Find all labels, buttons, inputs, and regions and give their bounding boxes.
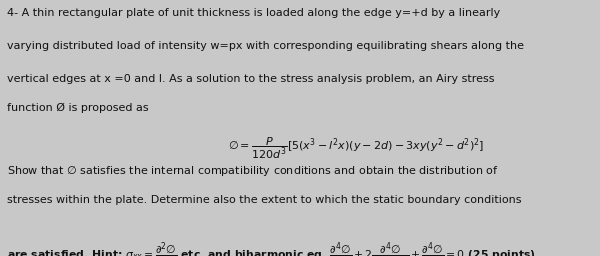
Text: vertical edges at x =0 and l. As a solution to the stress analysis problem, an A: vertical edges at x =0 and l. As a solut… xyxy=(7,74,494,84)
Text: are satisfied. Hint: $\sigma_{xx} = \dfrac{\partial^2\varnothing}{\partial y^2}$: are satisfied. Hint: $\sigma_{xx} = \dfr… xyxy=(7,241,536,256)
Text: varying distributed load of intensity w=px with corresponding equilibrating shea: varying distributed load of intensity w=… xyxy=(7,41,524,51)
Text: Show that $\varnothing$ satisfies the internal compatibility conditions and obta: Show that $\varnothing$ satisfies the in… xyxy=(7,164,499,178)
Text: 4- A thin rectangular plate of unit thickness is loaded along the edge y=+d by a: 4- A thin rectangular plate of unit thic… xyxy=(7,8,500,18)
Text: stresses within the plate. Determine also the extent to which the static boundar: stresses within the plate. Determine als… xyxy=(7,195,522,205)
Text: function Ø is proposed as: function Ø is proposed as xyxy=(7,102,149,113)
Text: $\varnothing = \dfrac{P}{120d^3}[5(x^3 - l^2x)(y - 2d) - 3xy(y^2 - d^2)^2]$: $\varnothing = \dfrac{P}{120d^3}[5(x^3 -… xyxy=(228,136,484,161)
